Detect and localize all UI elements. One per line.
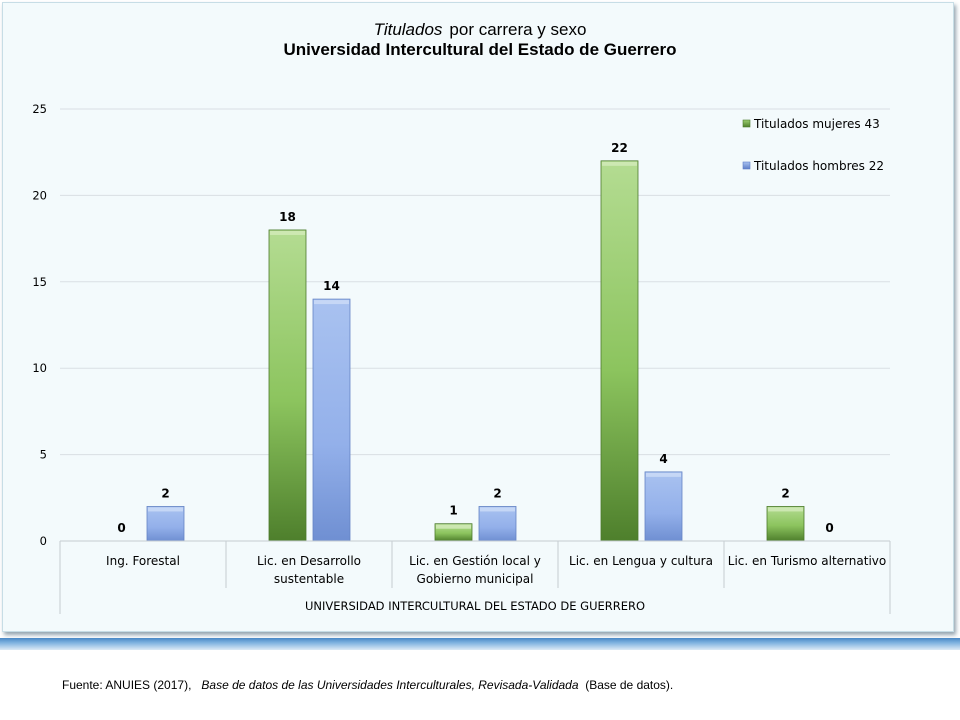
bar-hombres: [312, 298, 351, 542]
legend-swatch-mujeres: [742, 119, 751, 128]
legend-label: Titulados hombres 22: [753, 159, 884, 173]
legend-swatch-hombres: [742, 161, 751, 170]
y-axis: 0 5 10 15 20 25: [32, 102, 47, 548]
data-label: 0: [825, 521, 833, 535]
bar-hombres: [644, 471, 683, 542]
bar-highlight: [436, 524, 471, 529]
y-tick-label: 10: [32, 361, 47, 375]
data-label: 2: [781, 486, 789, 500]
x-tick-label: Lic. en Lengua y cultura: [569, 554, 713, 568]
legend-label: Titulados mujeres 43: [753, 117, 880, 131]
bar-highlight: [270, 230, 305, 235]
y-tick-label: 20: [32, 188, 47, 202]
legend: Titulados mujeres 43 Titulados hombres 22: [742, 117, 884, 173]
x-axis-title: UNIVERSIDAD INTERCULTURAL DEL ESTADO DE …: [305, 599, 645, 613]
data-label: 2: [161, 486, 169, 500]
bar-hombres: [146, 506, 185, 542]
data-label: 4: [659, 452, 667, 466]
data-label: 1: [449, 504, 457, 518]
source-note: Fuente: ANUIES (2017), Base de datos de …: [62, 678, 674, 692]
y-tick-label: 0: [40, 534, 47, 548]
x-tick-label: Lic. en Turismo alternativo: [728, 554, 886, 568]
bar-chart: Titulados por carrera y sexo Universidad …: [32, 20, 891, 614]
bottom-decorative-band: [0, 638, 960, 650]
bar-hombres: [478, 506, 517, 542]
bar-highlight: [602, 161, 637, 166]
data-label: 18: [279, 210, 296, 224]
bar-highlight: [314, 300, 349, 305]
chart-title: Titulados por carrera y sexo: [374, 20, 587, 39]
bar-highlight: [768, 507, 803, 512]
x-tick-label: Ing. Forestal: [106, 554, 180, 568]
data-label: 0: [117, 521, 125, 535]
x-axis: Ing. Forestal Lic. en Desarrollo sustentab…: [59, 540, 891, 614]
bar-mujeres: [600, 160, 639, 542]
data-label: 2: [493, 486, 501, 500]
bar-highlight: [480, 507, 515, 512]
bar-mujeres: [766, 506, 805, 542]
bar-highlight: [148, 507, 183, 512]
chart-subtitle: Universidad Intercultural del Estado de …: [284, 40, 677, 59]
bar-highlight: [646, 472, 681, 477]
x-tick-label: Gobierno municipal: [417, 572, 534, 586]
bars: [146, 160, 805, 542]
data-label: 22: [611, 141, 628, 155]
y-tick-label: 5: [40, 448, 47, 462]
gridlines: [60, 108, 890, 456]
data-label: 14: [323, 279, 340, 293]
x-tick-label: Lic. en Gestión local y: [409, 554, 541, 568]
x-tick-label: sustentable: [274, 572, 344, 586]
y-tick-label: 15: [32, 275, 47, 289]
bar-mujeres: [268, 229, 307, 542]
x-tick-label: Lic. en Desarrollo: [257, 554, 361, 568]
y-tick-label: 25: [32, 102, 47, 116]
